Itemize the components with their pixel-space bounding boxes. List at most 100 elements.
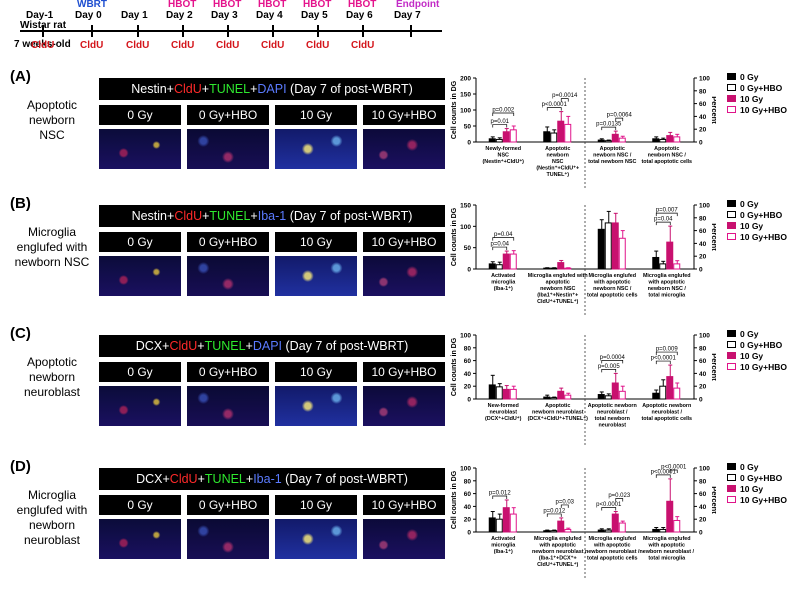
legend-label: 10 Gy+HBO <box>740 494 788 505</box>
timeline-tick <box>362 25 364 37</box>
category-label: Microglia englufed <box>643 273 691 279</box>
condition-label: 10 Gy+HBO <box>363 495 445 515</box>
stain-label: + <box>197 339 205 353</box>
y2-axis-label: Percent <box>710 353 716 381</box>
timeline-day-label: Day 2 <box>166 10 193 21</box>
category-label: apoptotic <box>546 280 570 286</box>
p-value-label: p=0.023 <box>608 493 631 499</box>
timeline-treatment-label: HBOT <box>258 0 287 10</box>
timeline-day-label: Day 5 <box>301 10 328 21</box>
micrograph-image <box>363 129 445 169</box>
condition-label: 10 Gy <box>275 495 357 515</box>
bar <box>509 388 517 400</box>
stain-label: CldU <box>169 339 198 353</box>
right-tick-label: 60 <box>699 228 707 235</box>
p-value-label: p=0.04 <box>654 217 673 223</box>
significance-bracket <box>601 369 617 373</box>
bar <box>673 136 681 143</box>
bar <box>597 139 605 143</box>
timeline-treatment-label: WBRT <box>77 0 107 10</box>
bar <box>564 267 572 270</box>
p-value-label: p<0.0001 <box>661 465 687 471</box>
significance-bracket <box>655 474 671 478</box>
bar <box>618 522 626 533</box>
bar <box>604 222 612 270</box>
right-tick-label: 40 <box>699 504 707 511</box>
condition-label: 10 Gy <box>275 362 357 382</box>
timeline-tick <box>272 25 274 37</box>
category-label: newborn NSC / <box>593 153 632 159</box>
stain-label: TUNEL <box>209 82 251 96</box>
significance-bracket <box>560 504 569 508</box>
bar <box>673 263 681 270</box>
legend-label: 0 Gy <box>740 328 759 339</box>
right-tick-label: 0 <box>699 397 703 404</box>
condition-label: 0 Gy+HBO <box>187 362 269 382</box>
category-label: (Iba-1⁺) <box>494 286 513 292</box>
bar <box>488 384 496 400</box>
legend-entry: 10 Gy <box>727 483 787 494</box>
category-label: NSC <box>498 153 509 159</box>
category-label: Microglia englufed <box>588 536 636 542</box>
bar <box>495 518 503 533</box>
legend-swatch <box>727 222 736 229</box>
significance-bracket <box>655 221 671 226</box>
condition-label: 0 Gy+HBO <box>187 105 269 125</box>
condition-label: 0 Gy <box>99 362 181 382</box>
condition-label: 10 Gy+HBO <box>363 232 445 252</box>
timeline-treatment-label: HBOT <box>168 0 197 10</box>
bar <box>564 528 572 533</box>
panel-letter: (D) <box>10 458 31 475</box>
significance-bracket <box>615 498 624 502</box>
y-axis-label: Cell counts in DG <box>451 207 458 266</box>
legend-swatch <box>727 211 736 218</box>
condition-label: 0 Gy+HBO <box>187 495 269 515</box>
timeline-day-label: Day 6 <box>346 10 373 21</box>
legend-label: 0 Gy <box>740 198 759 209</box>
stain-label: (Day 7 of post-WBRT) <box>286 82 413 96</box>
legend-swatch <box>727 496 736 503</box>
stain-label: + <box>250 209 258 223</box>
left-tick-label: 80 <box>464 345 472 352</box>
bar <box>604 529 612 533</box>
panel-description: Apoptotic newborn neuroblast <box>4 355 100 400</box>
category-label: TUNEL⁺) <box>546 172 569 178</box>
significance-bracket <box>546 513 562 517</box>
stain-label: + <box>245 472 254 486</box>
condition-label: 10 Gy <box>275 232 357 252</box>
left-tick-label: 40 <box>464 371 472 378</box>
legend-entry: 0 Gy+HBO <box>727 209 787 220</box>
bar <box>611 222 619 270</box>
left-tick-label: 50 <box>464 124 472 131</box>
legend-swatch <box>727 233 736 240</box>
left-tick-label: 40 <box>464 504 472 511</box>
legend-swatch <box>727 341 736 348</box>
p-value-label: p<0.0001 <box>596 502 622 508</box>
legend-swatch <box>727 95 736 102</box>
stain-label: DAPI <box>252 339 283 353</box>
bar <box>597 529 605 533</box>
category-label: Activated <box>491 273 515 279</box>
right-tick-label: 20 <box>699 384 707 391</box>
stain-title-bar: Nestin+CldU+TUNEL+Iba-1 (Day 7 of post-W… <box>99 205 445 227</box>
category-label: (Iba-1⁺) <box>494 549 513 555</box>
significance-bracket <box>492 124 508 128</box>
panel-description-line: Microglia <box>27 225 76 239</box>
legend-label: 0 Gy <box>740 461 759 472</box>
legend-label: 0 Gy+HBO <box>740 339 783 350</box>
subject-line: 7 weeks-old <box>14 39 71 50</box>
bar <box>659 263 667 270</box>
timeline-day-label: Day 0 <box>75 10 102 21</box>
stain-label: TUNEL <box>204 339 246 353</box>
panel-description-line: newborn <box>28 518 76 532</box>
legend-entry: 0 Gy <box>727 461 787 472</box>
panel-description-line: newborn <box>28 113 76 127</box>
micrograph-image <box>99 386 181 426</box>
bar <box>543 396 551 400</box>
bar <box>509 253 517 270</box>
bar <box>597 394 605 400</box>
legend-entry: 0 Gy <box>727 328 787 339</box>
micrograph-image <box>275 256 357 296</box>
right-tick-label: 80 <box>699 215 707 222</box>
